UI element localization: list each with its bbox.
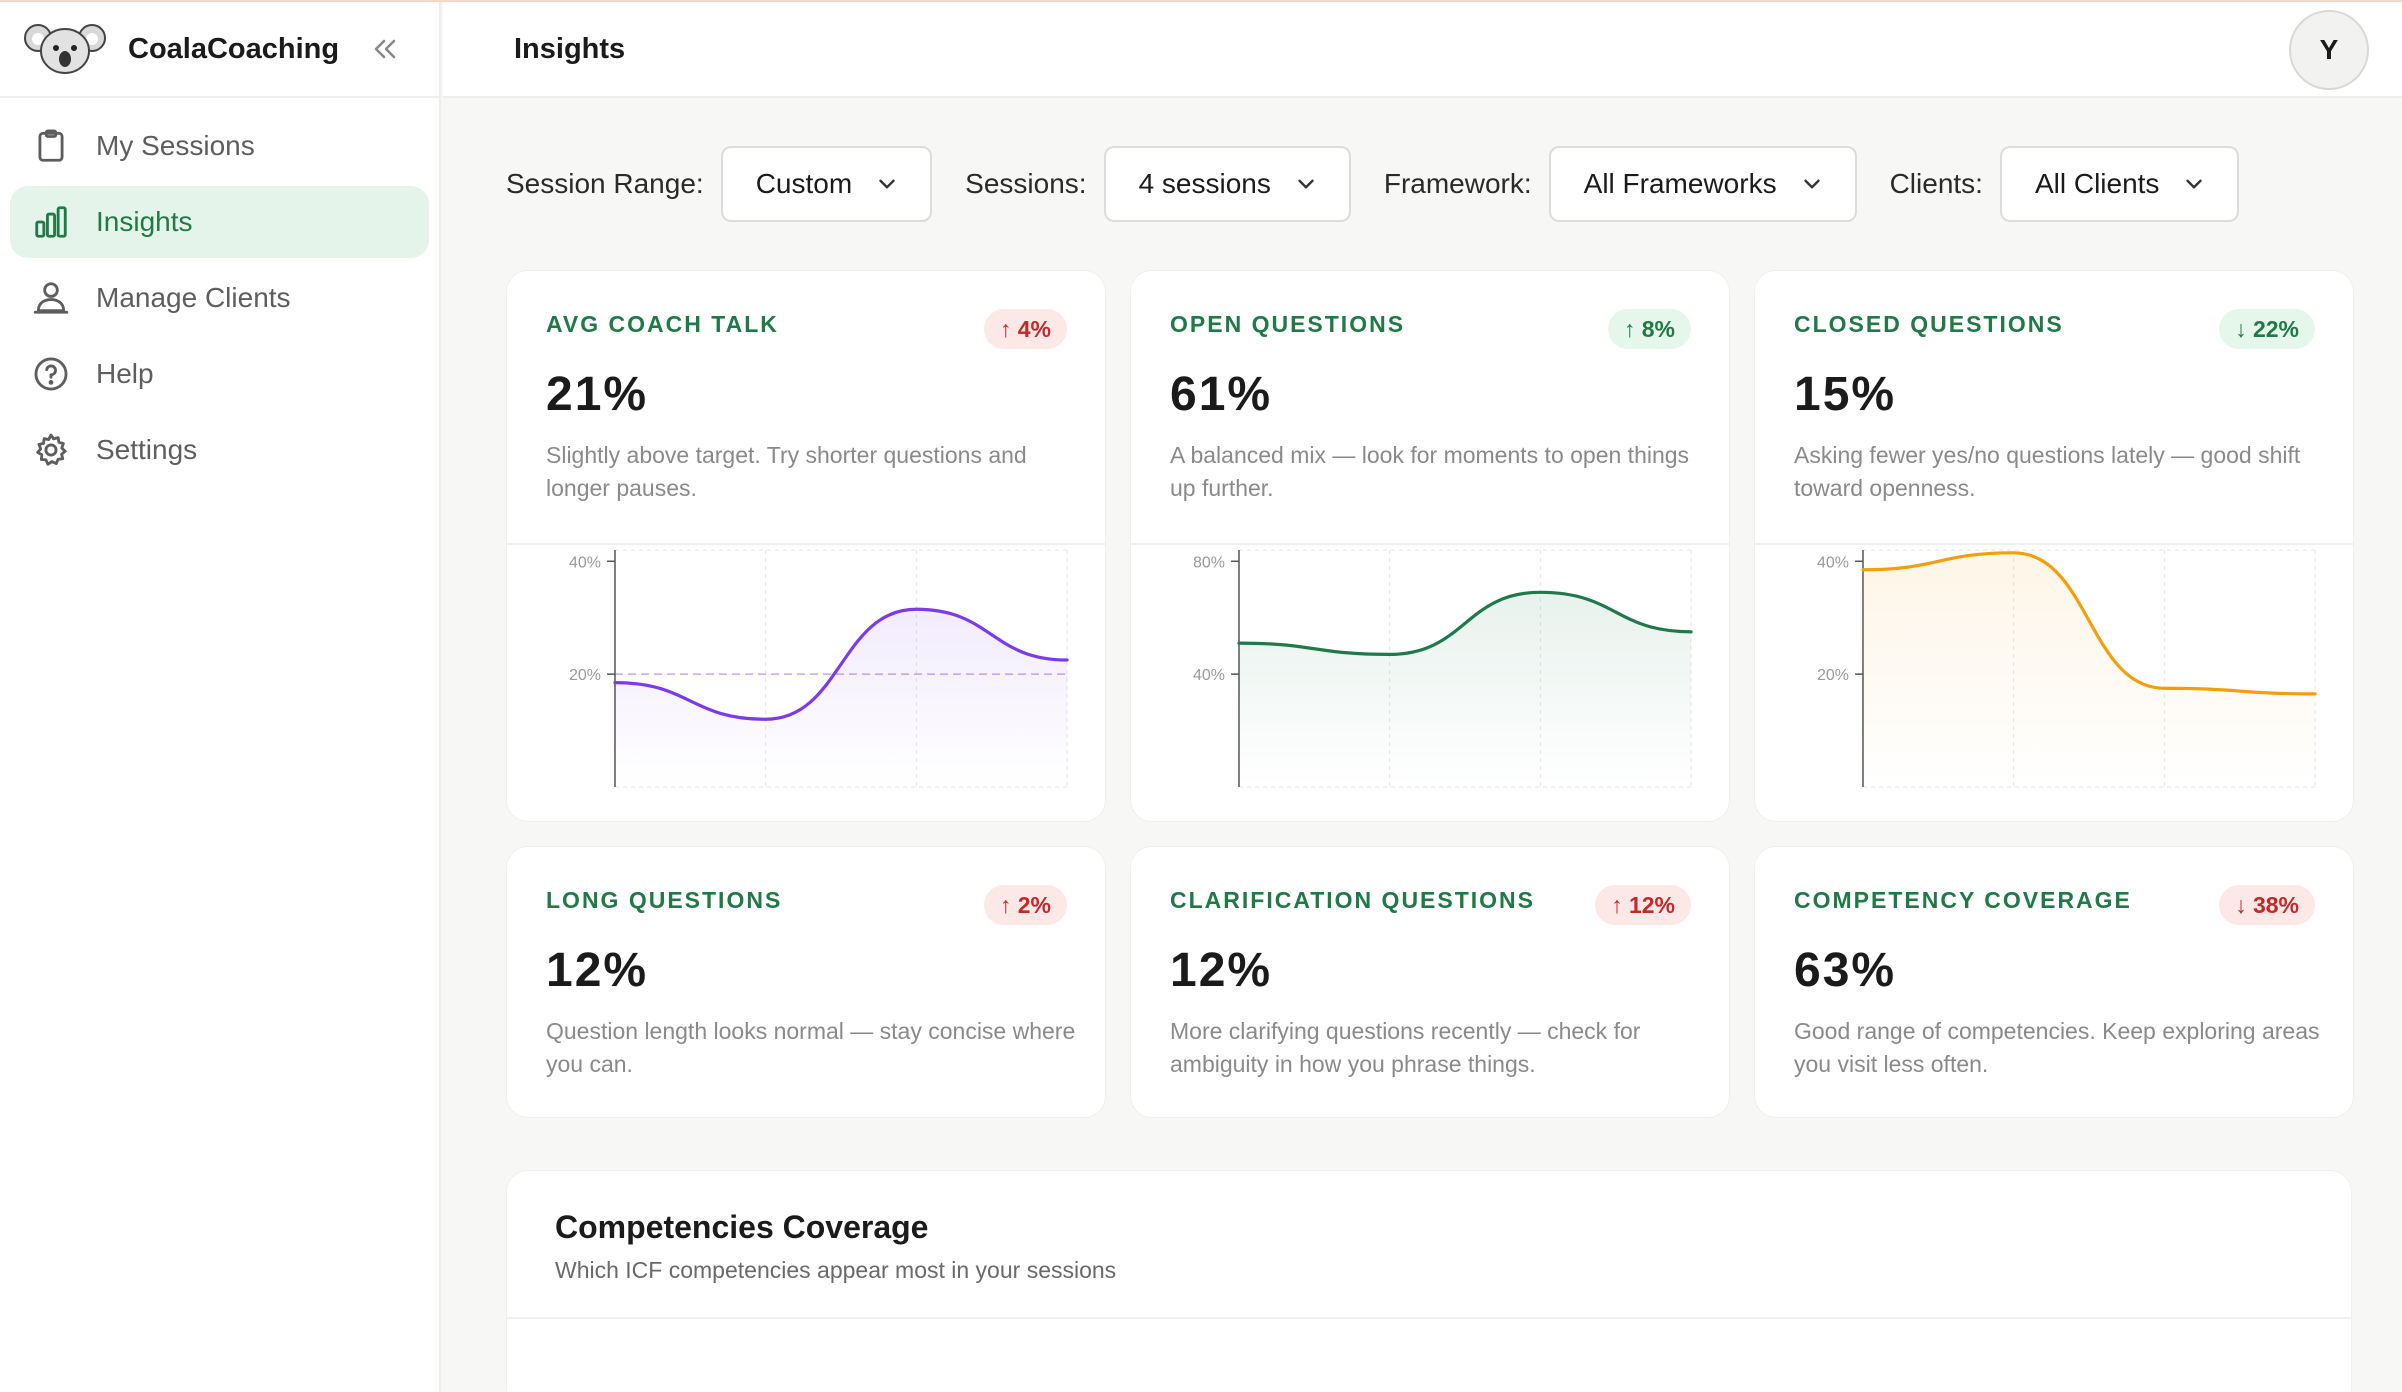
- metric-description: Slightly above target. Try shorter quest…: [546, 442, 1027, 501]
- metric-description: Question length looks normal — stay conc…: [546, 1018, 1076, 1077]
- trend-chart: 40% 20%: [569, 549, 1069, 788]
- trend-badge: ↑ 12%: [1595, 885, 1691, 925]
- sidebar-item-label: Help: [96, 358, 154, 389]
- series-area: [1863, 552, 2315, 787]
- section-title: Competencies Coverage: [555, 1209, 929, 1245]
- sidebar-item-label: Settings: [96, 434, 198, 465]
- clients-select[interactable]: All Clients: [1999, 146, 2240, 222]
- collapse-sidebar-icon[interactable]: [369, 33, 401, 65]
- y-tick-label: 40%: [569, 554, 601, 571]
- section-divider: [507, 1317, 2351, 1319]
- metric-description: Asking fewer yes/no questions lately — g…: [1794, 442, 2301, 501]
- brand-name: CoalaCoaching: [128, 32, 340, 65]
- metric-card-long-questions: LONG QUESTIONS ↑ 2% 12% Question length …: [506, 846, 1106, 1118]
- trend-chart: 80% 40%: [1193, 549, 1693, 788]
- session-range-value: Custom: [755, 168, 853, 199]
- sidebar-item-insights[interactable]: Insights: [10, 186, 429, 258]
- chevron-down-icon: [1298, 179, 1314, 189]
- metric-value: 12%: [546, 944, 649, 997]
- competencies-coverage-panel: Competencies Coverage Which ICF competen…: [506, 1170, 2352, 1392]
- sidebar-item-label: Manage Clients: [96, 282, 291, 313]
- metric-label: LONG QUESTIONS: [546, 887, 783, 913]
- metric-label: CLARIFICATION QUESTIONS: [1170, 887, 1536, 913]
- framework-label: Framework:: [1383, 168, 1532, 199]
- sidebar: CoalaCoaching My Sessions Insights Manag…: [0, 2, 441, 1392]
- sidebar-nav: My Sessions Insights Manage Clients Help: [0, 98, 439, 502]
- trend-badge: ↓ 22%: [2219, 309, 2315, 349]
- koala-logo-icon: [24, 24, 106, 74]
- y-tick-label: 20%: [1817, 667, 1849, 684]
- card-divider: [1755, 543, 2353, 545]
- y-tick-label: 20%: [569, 667, 601, 684]
- sidebar-item-help[interactable]: Help: [10, 338, 429, 410]
- metric-card-closed-questions: CLOSED QUESTIONS ↓ 22% 15% Asking fewer …: [1754, 270, 2354, 822]
- y-tick-label: 40%: [1193, 667, 1225, 684]
- chevron-down-icon: [1803, 179, 1820, 189]
- clipboard-icon: [38, 129, 64, 162]
- bar-chart-icon: [35, 206, 67, 238]
- metric-card-open-questions: OPEN QUESTIONS ↑ 8% 61% A balanced mix —…: [1130, 270, 1730, 822]
- card-divider: [507, 543, 1105, 545]
- framework-value: All Frameworks: [1583, 168, 1777, 199]
- trend-chart: 40% 20%: [1817, 549, 2317, 788]
- chevron-down-icon: [2186, 179, 2203, 189]
- brand: CoalaCoaching: [0, 2, 439, 98]
- avatar[interactable]: Y: [2289, 10, 2369, 90]
- metric-card-competency-coverage: COMPETENCY COVERAGE ↓ 38% 63% Good range…: [1754, 846, 2354, 1118]
- metric-description: Good range of competencies. Keep explori…: [1794, 1018, 2320, 1077]
- metric-label: AVG COACH TALK: [546, 311, 779, 337]
- page-header: Insights Y: [443, 2, 2402, 98]
- sidebar-item-label: Insights: [96, 206, 193, 237]
- metric-value: 63%: [1794, 944, 1897, 997]
- card-divider: [1131, 543, 1729, 545]
- metric-label: OPEN QUESTIONS: [1170, 311, 1406, 337]
- top-accent-line: [0, 0, 2402, 2]
- user-icon: [33, 282, 69, 314]
- metric-description: A balanced mix — look for moments to ope…: [1170, 442, 1690, 501]
- clients-label: Clients:: [1889, 168, 1983, 199]
- metric-value: 61%: [1170, 368, 1273, 421]
- sidebar-item-label: My Sessions: [96, 130, 255, 161]
- trend-badge: ↑ 4%: [983, 309, 1067, 349]
- metric-label: CLOSED QUESTIONS: [1794, 311, 2064, 337]
- series-line: [1861, 551, 2317, 696]
- metric-value: 12%: [1170, 944, 1273, 997]
- sidebar-item-my-sessions[interactable]: My Sessions: [10, 110, 429, 182]
- series-line: [613, 607, 1069, 721]
- metric-card-avg-coach-talk: AVG COACH TALK ↑ 4% 21% Slightly above t…: [506, 270, 1106, 822]
- metric-label: COMPETENCY COVERAGE: [1794, 887, 2132, 913]
- trend-badge: ↑ 2%: [983, 885, 1067, 925]
- avatar-initial: Y: [2319, 34, 2339, 65]
- sessions-label: Sessions:: [965, 168, 1087, 199]
- series-area: [615, 609, 1067, 787]
- gear-icon: [36, 433, 67, 466]
- y-tick-label: 40%: [1817, 554, 1849, 571]
- trend-badge: ↓ 38%: [2219, 885, 2315, 925]
- series-line: [1237, 590, 1693, 656]
- sidebar-item-manage-clients[interactable]: Manage Clients: [10, 262, 429, 334]
- sidebar-item-settings[interactable]: Settings: [10, 414, 429, 486]
- help-icon: [34, 357, 68, 391]
- y-tick-label: 80%: [1193, 554, 1225, 571]
- metric-card-clarification-questions: CLARIFICATION QUESTIONS ↑ 12% 12% More c…: [1130, 846, 1730, 1118]
- session-range-label: Session Range:: [506, 168, 704, 199]
- framework-select[interactable]: All Frameworks: [1548, 146, 1857, 222]
- trend-badge: ↑ 8%: [1607, 309, 1691, 349]
- page-title: Insights: [514, 32, 626, 65]
- session-range-select[interactable]: Custom: [720, 146, 933, 222]
- series-area: [1239, 592, 1691, 787]
- metric-description: More clarifying questions recently — che…: [1170, 1018, 1641, 1077]
- filter-bar: Session Range: Custom Sessions: 4 sessio…: [506, 146, 2272, 222]
- section-subtitle: Which ICF competencies appear most in yo…: [555, 1257, 1117, 1283]
- sessions-value: 4 sessions: [1138, 168, 1271, 199]
- clients-value: All Clients: [2034, 168, 2160, 199]
- chevron-down-icon: [879, 179, 895, 189]
- metric-value: 15%: [1794, 368, 1897, 421]
- sessions-select[interactable]: 4 sessions: [1103, 146, 1351, 222]
- metric-value: 21%: [546, 368, 649, 421]
